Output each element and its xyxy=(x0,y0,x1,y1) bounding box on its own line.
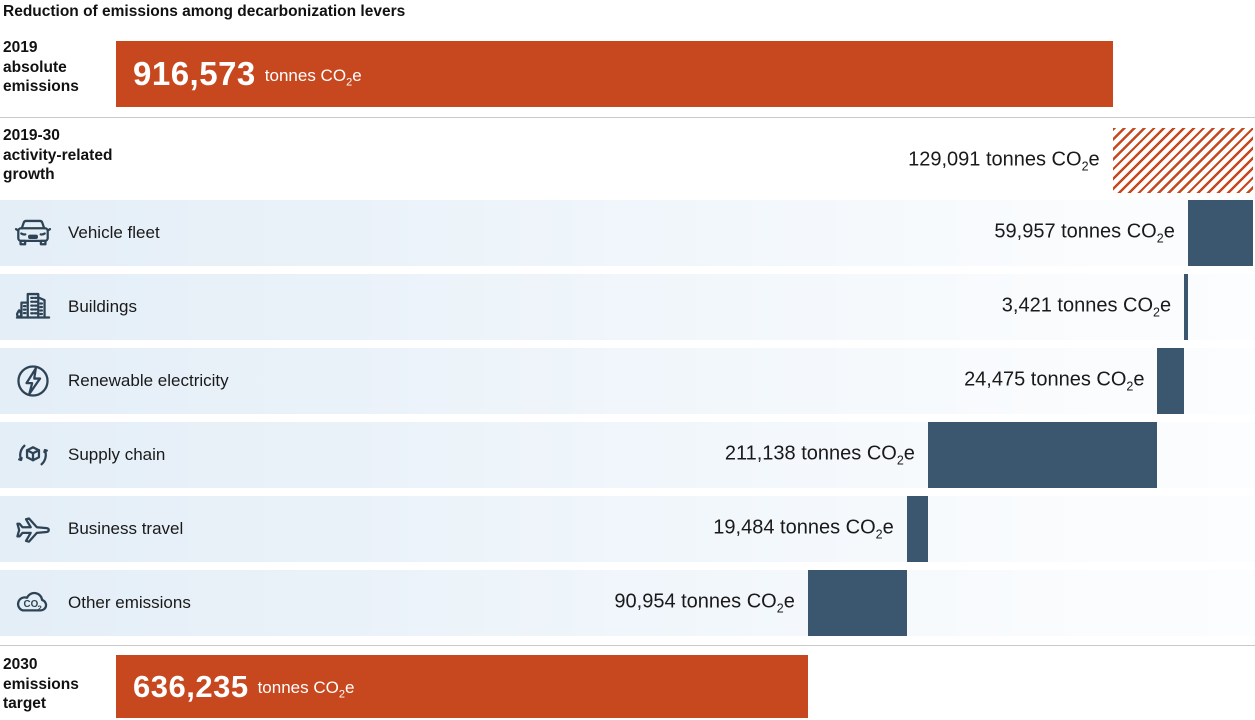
lever-value: 59,957 tonnes CO2e xyxy=(994,220,1175,246)
target-emissions-value: 636,235 xyxy=(133,668,249,704)
supply-chain-icon xyxy=(12,434,54,476)
lever-bar xyxy=(1184,274,1188,340)
lever-label: Vehicle fleet xyxy=(68,223,160,242)
lever-row-business-travel: Business travel 19,484 tonnes CO2e xyxy=(0,496,1255,562)
chart-title: Reduction of emissions among decarboniza… xyxy=(3,3,406,20)
growth-hatch-bar xyxy=(1112,128,1253,193)
co2-cloud-icon: CO 2 xyxy=(12,582,54,624)
lever-value: 24,475 tonnes CO2e xyxy=(964,368,1145,394)
lever-label: Business travel xyxy=(68,519,184,538)
lever-bar xyxy=(807,570,907,636)
start-section-label: 2019 absolute emissions xyxy=(3,39,79,95)
lever-label: Renewable electricity xyxy=(68,371,229,390)
target-section-label: 2030 emissions target xyxy=(3,656,79,712)
lightning-icon xyxy=(12,360,54,402)
lever-bar xyxy=(1187,200,1253,266)
lever-label: Supply chain xyxy=(68,445,166,464)
lever-bar xyxy=(906,496,928,562)
target-emissions-bar: 636,235 tonnes CO2e xyxy=(116,655,808,718)
car-icon xyxy=(12,212,54,254)
lever-value: 211,138 tonnes CO2e xyxy=(724,442,915,468)
lever-bar xyxy=(927,422,1158,488)
buildings-icon xyxy=(12,286,54,328)
lever-row-other-emissions: CO 2 Other emissions 90,954 tonnes CO2e xyxy=(0,570,1255,636)
lever-value: 19,484 tonnes CO2e xyxy=(713,516,894,542)
lever-row-supply-chain: Supply chain 211,138 tonnes CO2e xyxy=(0,422,1255,488)
section-divider xyxy=(0,117,1255,118)
lever-row-renewable-electricity: Renewable electricity 24,475 tonnes CO2e xyxy=(0,348,1255,414)
airplane-icon xyxy=(12,508,54,550)
growth-row: 129,091 tonnes CO2e xyxy=(0,128,1255,193)
lever-value: 90,954 tonnes CO2e xyxy=(614,590,795,616)
lever-bar xyxy=(1157,348,1185,414)
lever-label: Other emissions xyxy=(68,593,191,612)
start-emissions-value: 916,573 xyxy=(133,55,256,92)
lever-value: 3,421 tonnes CO2e xyxy=(1001,294,1172,320)
lever-row-vehicle-fleet: Vehicle fleet 59,957 tonnes CO2e xyxy=(0,200,1255,266)
start-emissions-unit: tonnes CO2e xyxy=(264,65,362,89)
lever-label: Buildings xyxy=(68,297,137,316)
section-divider xyxy=(0,645,1255,646)
svg-text:2: 2 xyxy=(38,604,42,613)
growth-section-label: 2019-30 activity-related growth xyxy=(3,127,113,183)
svg-text:CO: CO xyxy=(24,599,39,610)
target-emissions-unit: tonnes CO2e xyxy=(257,678,355,701)
lever-row-buildings: Buildings 3,421 tonnes CO2e xyxy=(0,274,1255,340)
start-emissions-bar: 916,573 tonnes CO2e xyxy=(116,41,1113,107)
growth-value: 129,091 tonnes CO2e xyxy=(908,148,1100,173)
